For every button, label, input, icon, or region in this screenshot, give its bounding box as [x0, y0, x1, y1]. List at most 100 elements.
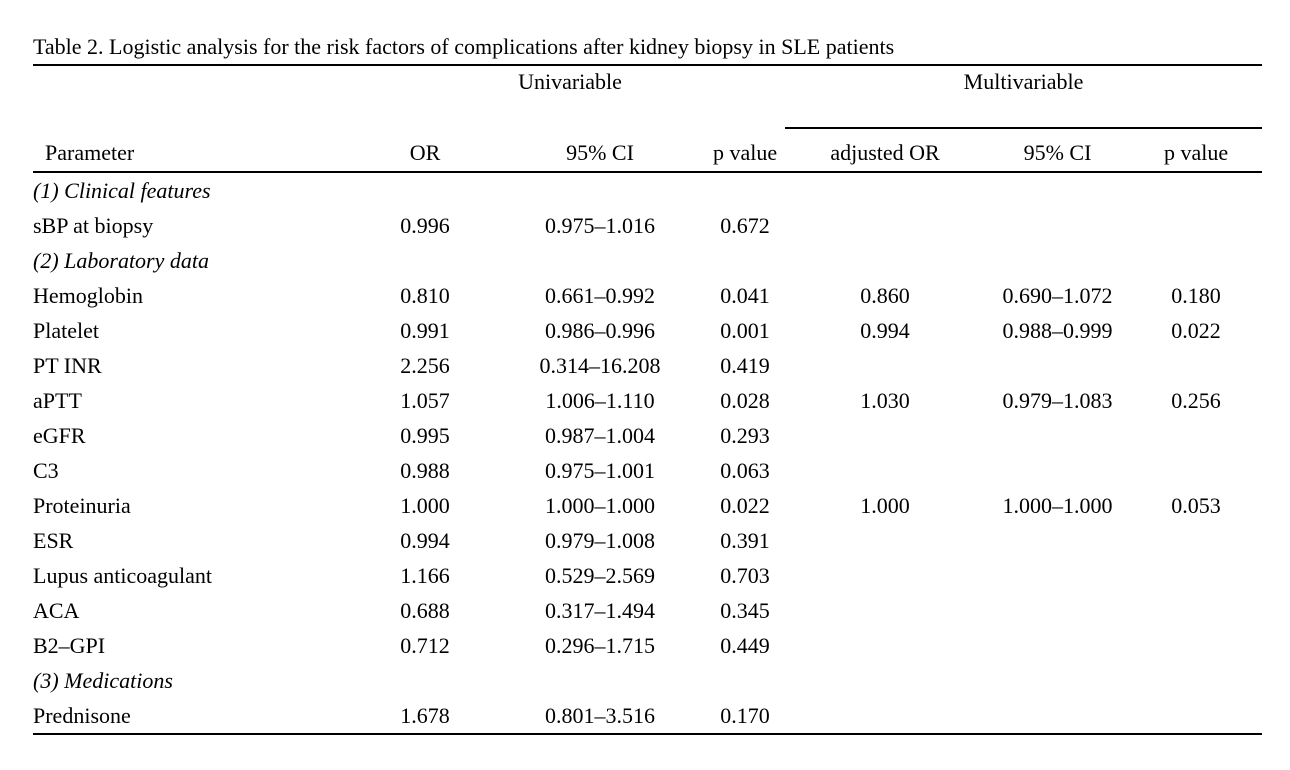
table-block: Table 2. Logistic analysis for the risk …: [33, 34, 1263, 735]
table-title: Table 2. Logistic analysis for the risk …: [33, 34, 1262, 66]
adjusted-p-cell: 0.256: [1171, 387, 1221, 413]
p-value-cell: 0.022: [720, 492, 770, 518]
column-header-adjusted-ci: 95% CI: [985, 128, 1131, 173]
table-row-b2-gpi: B2–GPI 0.712 0.296–1.715 0.449: [33, 628, 1262, 663]
or-cell: 0.810: [400, 282, 450, 308]
adjusted-p-cell: 0.022: [1171, 317, 1221, 343]
p-value-cell: 0.703: [720, 562, 770, 588]
adjusted-ci-cell: 0.979–1.083: [1002, 387, 1113, 413]
table-row-proteinuria: Proteinuria 1.000 1.000–1.000 0.022 1.00…: [33, 488, 1262, 523]
table-row-pt-inr: PT INR 2.256 0.314–16.208 0.419: [33, 348, 1262, 383]
or-cell: 0.688: [400, 597, 450, 623]
or-cell: 0.991: [400, 317, 450, 343]
adjusted-p-cell: [1130, 453, 1262, 488]
table-row-egfr: eGFR 0.995 0.987–1.004 0.293: [33, 418, 1262, 453]
adjusted-p-cell: [1130, 418, 1262, 453]
p-value-cell: 0.041: [720, 282, 770, 308]
parameter-cell: Hemoglobin: [33, 282, 143, 308]
adjusted-or-cell: 0.860: [860, 282, 910, 308]
ci-cell: 0.296–1.715: [545, 632, 655, 658]
table-row-platelet: Platelet 0.991 0.986–0.996 0.001 0.994 0…: [33, 313, 1262, 348]
parameter-cell: eGFR: [33, 422, 86, 448]
parameter-cell: Prednisone: [33, 702, 131, 728]
adjusted-or-cell: [785, 348, 985, 383]
table-row-aca: ACA 0.688 0.317–1.494 0.345: [33, 593, 1262, 628]
p-value-cell: 0.419: [720, 352, 770, 378]
section-row-medications: (3) Medications: [33, 663, 1262, 698]
column-header-parameter: Parameter: [33, 128, 355, 173]
column-header-adjusted-or: adjusted OR: [785, 128, 986, 173]
logistic-analysis-table: Univariable Multivariable Parameter OR 9…: [33, 66, 1263, 735]
adjusted-ci-cell: 0.988–0.999: [1002, 317, 1113, 343]
adjusted-ci-cell: [985, 698, 1130, 734]
adjusted-or-cell: [785, 418, 985, 453]
adjusted-or-cell: 1.030: [860, 387, 910, 413]
adjusted-ci-cell: [985, 593, 1130, 628]
parameter-cell: ESR: [33, 527, 74, 553]
adjusted-p-cell: 0.180: [1171, 282, 1221, 308]
adjusted-ci-cell: [985, 628, 1130, 663]
section-label: (2) Laboratory data: [33, 247, 209, 273]
p-value-cell: 0.028: [720, 387, 770, 413]
parameter-cell: C3: [33, 457, 59, 483]
table-row-esr: ESR 0.994 0.979–1.008 0.391: [33, 523, 1262, 558]
table-row-sbp-at-biopsy: sBP at biopsy 0.996 0.975–1.016 0.672: [33, 208, 1262, 243]
adjusted-or-cell: [785, 523, 985, 558]
univariable-group-header: Univariable: [518, 69, 622, 94]
table-row-prednisone: Prednisone 1.678 0.801–3.516 0.170: [33, 698, 1262, 734]
adjusted-or-cell: 0.994: [860, 317, 910, 343]
adjusted-ci-cell: [985, 348, 1130, 383]
adjusted-p-cell: [1130, 523, 1262, 558]
adjusted-or-cell: [785, 593, 985, 628]
parameter-cell: Proteinuria: [33, 492, 131, 518]
adjusted-ci-cell: [985, 418, 1130, 453]
ci-cell: 0.979–1.008: [545, 527, 655, 553]
p-value-cell: 0.001: [720, 317, 770, 343]
column-header-row: Parameter OR 95% CI p value adjusted OR …: [33, 128, 1263, 173]
adjusted-or-cell: [785, 558, 985, 593]
multivariable-group-header: Multivariable: [785, 66, 1263, 129]
p-value-cell: 0.391: [720, 527, 770, 553]
ci-cell: 1.006–1.110: [545, 387, 655, 413]
adjusted-ci-cell: [985, 558, 1130, 593]
adjusted-or-cell: [785, 698, 985, 734]
or-cell: 0.994: [400, 527, 450, 553]
group-header-spacer: [33, 66, 355, 128]
ci-cell: 0.975–1.001: [545, 457, 655, 483]
adjusted-p-cell: [1130, 348, 1262, 383]
or-cell: 1.057: [400, 387, 450, 413]
ci-cell: 0.987–1.004: [545, 422, 655, 448]
p-value-cell: 0.170: [720, 702, 770, 728]
section-label: (3) Medications: [33, 667, 173, 693]
adjusted-ci-cell: [985, 453, 1130, 488]
parameter-cell: Platelet: [33, 317, 99, 343]
column-header-or: OR: [355, 128, 495, 173]
adjusted-p-cell: [1130, 208, 1262, 243]
adjusted-p-cell: [1130, 698, 1262, 734]
adjusted-ci-cell: [985, 208, 1130, 243]
ci-cell: 0.986–0.996: [545, 317, 655, 343]
p-value-cell: 0.063: [720, 457, 770, 483]
ci-cell: 0.975–1.016: [545, 212, 655, 238]
ci-cell: 0.529–2.569: [545, 562, 655, 588]
parameter-cell: B2–GPI: [33, 632, 106, 658]
adjusted-or-cell: 1.000: [860, 492, 910, 518]
adjusted-or-cell: [785, 453, 985, 488]
parameter-cell: Lupus anticoagulant: [33, 562, 213, 588]
adjusted-or-cell: [785, 208, 985, 243]
table-row-aptt: aPTT 1.057 1.006–1.110 0.028 1.030 0.979…: [33, 383, 1262, 418]
table-row-hemoglobin: Hemoglobin 0.810 0.661–0.992 0.041 0.860…: [33, 278, 1262, 313]
table-row-c3: C3 0.988 0.975–1.001 0.063: [33, 453, 1262, 488]
parameter-cell: sBP at biopsy: [33, 212, 154, 238]
adjusted-p-cell: 0.053: [1171, 492, 1221, 518]
or-cell: 0.995: [400, 422, 450, 448]
or-cell: 0.712: [400, 632, 450, 658]
adjusted-or-cell: [785, 628, 985, 663]
ci-cell: 0.317–1.494: [545, 597, 655, 623]
ci-cell: 0.661–0.992: [545, 282, 655, 308]
or-cell: 1.000: [400, 492, 450, 518]
ci-cell: 0.801–3.516: [545, 702, 655, 728]
adjusted-p-cell: [1130, 593, 1262, 628]
ci-cell: 0.314–16.208: [539, 352, 661, 378]
